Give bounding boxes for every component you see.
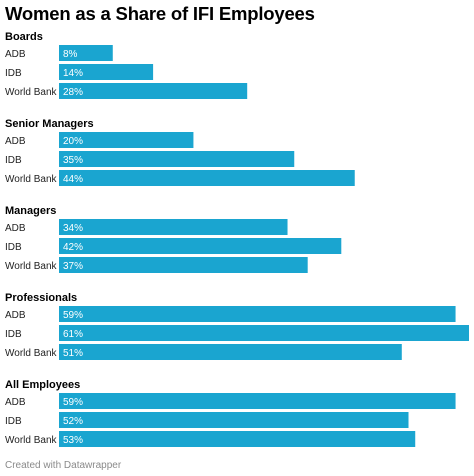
group-heading: All Employees — [5, 379, 80, 391]
category-label: IDB — [5, 242, 22, 253]
bar — [59, 132, 194, 148]
category-label: ADB — [5, 49, 26, 60]
bar-value-label: 35% — [63, 155, 83, 166]
category-label: IDB — [5, 416, 22, 427]
category-label: IDB — [5, 329, 22, 340]
category-label: ADB — [5, 136, 26, 147]
bar — [59, 151, 295, 167]
bar — [59, 431, 416, 447]
bar — [59, 45, 113, 61]
bar — [59, 64, 154, 80]
bar-value-label: 34% — [63, 223, 83, 234]
bar — [59, 238, 342, 254]
bar — [59, 257, 308, 273]
bar-value-label: 14% — [63, 68, 83, 79]
category-label: IDB — [5, 155, 22, 166]
category-label: World Bank — [5, 87, 58, 98]
bar-value-label: 53% — [63, 435, 83, 446]
category-label: World Bank — [5, 174, 58, 185]
category-label: World Bank — [5, 261, 58, 272]
footer-credit: Created with Datawrapper — [5, 460, 122, 471]
group-heading: Senior Managers — [5, 118, 94, 130]
category-label: World Bank — [5, 348, 58, 359]
bar-value-label: 59% — [63, 397, 83, 408]
chart-title: Women as a Share of IFI Employees — [5, 3, 315, 24]
bar-value-label: 52% — [63, 416, 83, 427]
bar — [59, 83, 248, 99]
bar — [59, 393, 456, 409]
bar — [59, 170, 355, 186]
bar-value-label: 20% — [63, 136, 83, 147]
bar — [59, 306, 456, 322]
bar-value-label: 37% — [63, 261, 83, 272]
category-label: ADB — [5, 223, 26, 234]
bar-value-label: 61% — [63, 329, 83, 340]
bar — [59, 219, 288, 235]
bar — [59, 412, 409, 428]
bar-chart: Boards ADB 8% IDB 14% World Bank 28% Senior Man… — [5, 31, 469, 447]
group-heading: Managers — [5, 205, 56, 217]
category-label: ADB — [5, 310, 26, 321]
bar — [59, 325, 469, 341]
bar-value-label: 8% — [63, 49, 78, 60]
category-label: World Bank — [5, 435, 58, 446]
group-heading: Professionals — [5, 292, 77, 304]
bar-value-label: 44% — [63, 174, 83, 185]
bar-value-label: 59% — [63, 310, 83, 321]
bar-value-label: 42% — [63, 242, 83, 253]
category-label: ADB — [5, 397, 26, 408]
bar — [59, 344, 402, 360]
bar-value-label: 51% — [63, 348, 83, 359]
bar-value-label: 28% — [63, 87, 83, 98]
group-heading: Boards — [5, 31, 43, 43]
category-label: IDB — [5, 68, 22, 79]
